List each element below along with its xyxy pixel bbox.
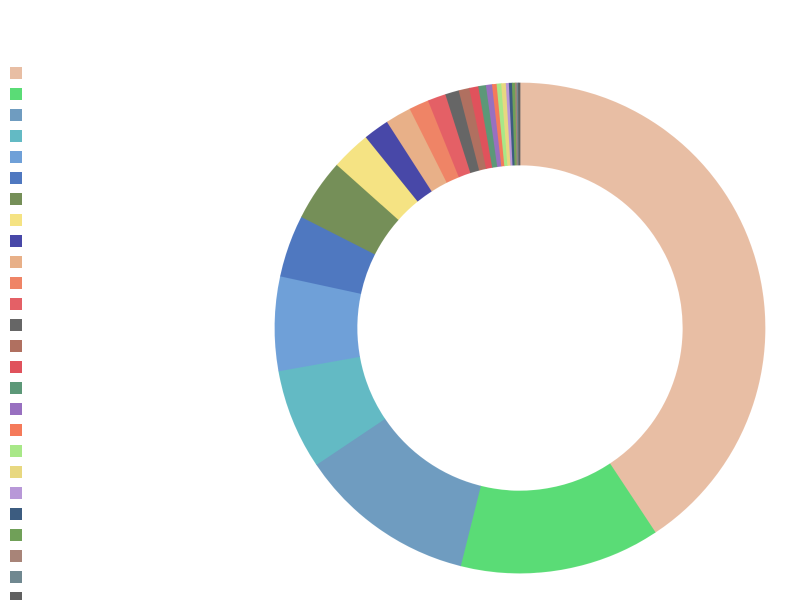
legend-swatch xyxy=(10,550,22,562)
legend-swatch xyxy=(10,67,22,79)
legend-swatch xyxy=(10,592,22,600)
legend-swatch xyxy=(10,382,22,394)
slice xyxy=(518,82,521,166)
legend-swatch xyxy=(10,529,22,541)
donut xyxy=(274,82,766,574)
legend-swatch xyxy=(10,109,22,121)
slice xyxy=(519,82,766,533)
legend-swatch xyxy=(10,340,22,352)
legend-swatch xyxy=(10,403,22,415)
legend-swatch xyxy=(10,466,22,478)
legend-swatch xyxy=(10,172,22,184)
legend-swatch xyxy=(10,277,22,289)
legend xyxy=(10,67,22,600)
legend-swatch xyxy=(10,214,22,226)
legend-swatch xyxy=(10,193,22,205)
legend-swatch xyxy=(10,508,22,520)
legend-swatch xyxy=(10,571,22,583)
legend-swatch xyxy=(10,88,22,100)
legend-swatch xyxy=(10,235,22,247)
legend-swatch xyxy=(10,361,22,373)
legend-swatch xyxy=(10,445,22,457)
legend-swatch xyxy=(10,424,22,436)
legend-swatch xyxy=(10,151,22,163)
legend-swatch xyxy=(10,298,22,310)
legend-swatch xyxy=(10,256,22,268)
legend-swatch xyxy=(10,487,22,499)
legend-swatch xyxy=(10,319,22,331)
legend-swatch xyxy=(10,130,22,142)
